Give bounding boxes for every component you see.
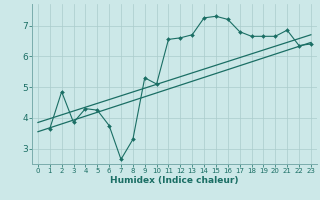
X-axis label: Humidex (Indice chaleur): Humidex (Indice chaleur) (110, 176, 239, 185)
